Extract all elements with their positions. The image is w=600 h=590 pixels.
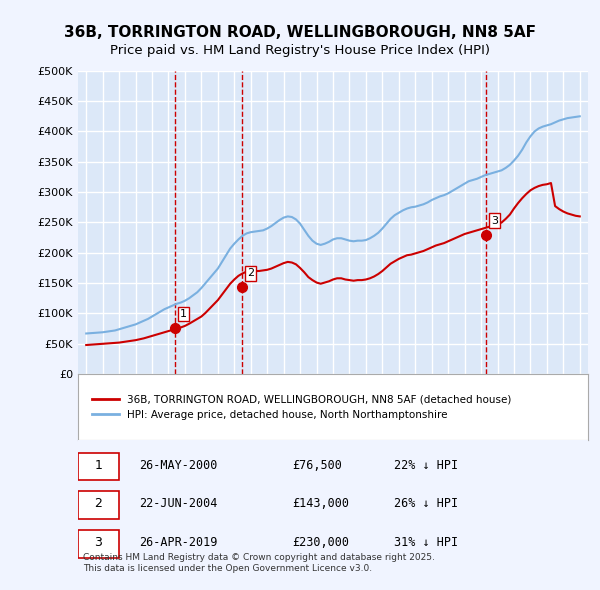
Text: Contains HM Land Registry data © Crown copyright and database right 2025.
This d: Contains HM Land Registry data © Crown c…: [83, 553, 435, 573]
Text: 3: 3: [491, 216, 498, 226]
Text: 22% ↓ HPI: 22% ↓ HPI: [394, 458, 458, 471]
Text: 1: 1: [94, 458, 103, 471]
Legend: 36B, TORRINGTON ROAD, WELLINGBOROUGH, NN8 5AF (detached house), HPI: Average pri: 36B, TORRINGTON ROAD, WELLINGBOROUGH, NN…: [88, 391, 515, 424]
FancyBboxPatch shape: [78, 530, 119, 558]
Text: 1: 1: [180, 309, 187, 319]
FancyBboxPatch shape: [78, 491, 119, 519]
Text: 26-APR-2019: 26-APR-2019: [139, 536, 218, 549]
FancyBboxPatch shape: [78, 453, 119, 480]
Text: 2: 2: [94, 497, 103, 510]
Text: 2: 2: [247, 268, 254, 278]
Text: £143,000: £143,000: [292, 497, 349, 510]
Text: 3: 3: [94, 536, 103, 549]
Text: 26% ↓ HPI: 26% ↓ HPI: [394, 497, 458, 510]
Text: 26-MAY-2000: 26-MAY-2000: [139, 458, 218, 471]
Text: £230,000: £230,000: [292, 536, 349, 549]
Text: 36B, TORRINGTON ROAD, WELLINGBOROUGH, NN8 5AF: 36B, TORRINGTON ROAD, WELLINGBOROUGH, NN…: [64, 25, 536, 40]
Text: 22-JUN-2004: 22-JUN-2004: [139, 497, 218, 510]
Text: 31% ↓ HPI: 31% ↓ HPI: [394, 536, 458, 549]
Text: Price paid vs. HM Land Registry's House Price Index (HPI): Price paid vs. HM Land Registry's House …: [110, 44, 490, 57]
Text: £76,500: £76,500: [292, 458, 342, 471]
